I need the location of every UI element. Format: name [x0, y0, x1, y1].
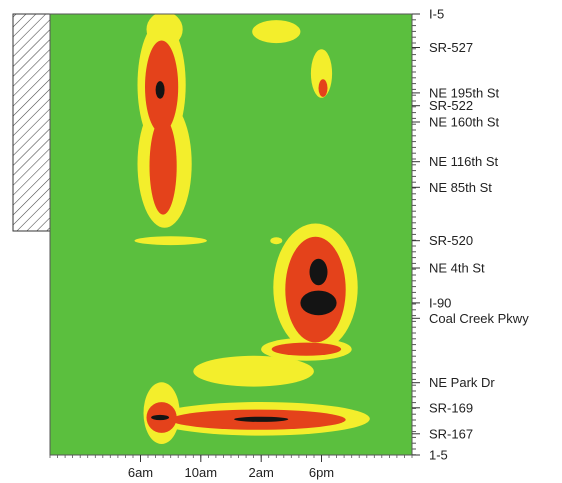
time-tick-label: 2am [249, 465, 274, 480]
no-data-region [12, 13, 51, 232]
congestion-zone-moderate [270, 237, 283, 245]
congestion-zone-severe [300, 290, 337, 316]
congestion-zone-severe [234, 416, 289, 422]
time-tick-label: 6am [128, 465, 153, 480]
location-label: 1-5 [429, 448, 448, 463]
congestion-zone-severe [151, 414, 170, 421]
time-tick-label: 6pm [309, 465, 334, 480]
location-label: NE Park Dr [429, 375, 495, 390]
congestion-zone-heavy [149, 117, 177, 215]
congestion-zone-severe [309, 258, 328, 286]
location-label: I-5 [429, 7, 444, 22]
location-label: SR-520 [429, 233, 473, 248]
location-label: NE 160th St [429, 115, 499, 130]
location-label: I-90 [429, 295, 451, 310]
location-label: SR-522 [429, 98, 473, 113]
plot-background [50, 14, 412, 455]
location-label: NE 4th St [429, 261, 485, 276]
time-axis: 6am 10am 2am 6pm [49, 455, 413, 480]
time-tick-label: 10am [185, 465, 218, 480]
congestion-zone-heavy [285, 236, 346, 343]
location-label: Coal Creek Pkwy [429, 311, 529, 326]
congestion-zone-severe [155, 81, 165, 99]
location-label: NE 116th St [429, 154, 499, 169]
location-label: NE 195th St [429, 85, 499, 100]
location-label: SR-527 [429, 40, 473, 55]
congestion-zone-moderate [134, 236, 207, 246]
congestion-zone-moderate [193, 355, 314, 387]
congestion-zone-heavy [271, 342, 342, 356]
congestion-zone-heavy [318, 79, 328, 97]
location-label: SR-167 [429, 426, 473, 441]
congestion-zone-moderate [252, 20, 301, 44]
location-label: SR-169 [429, 400, 473, 415]
location-label: NE 85th St [429, 180, 492, 195]
congestion-zone-moderate [146, 14, 183, 47]
congestion-zones [134, 14, 370, 444]
